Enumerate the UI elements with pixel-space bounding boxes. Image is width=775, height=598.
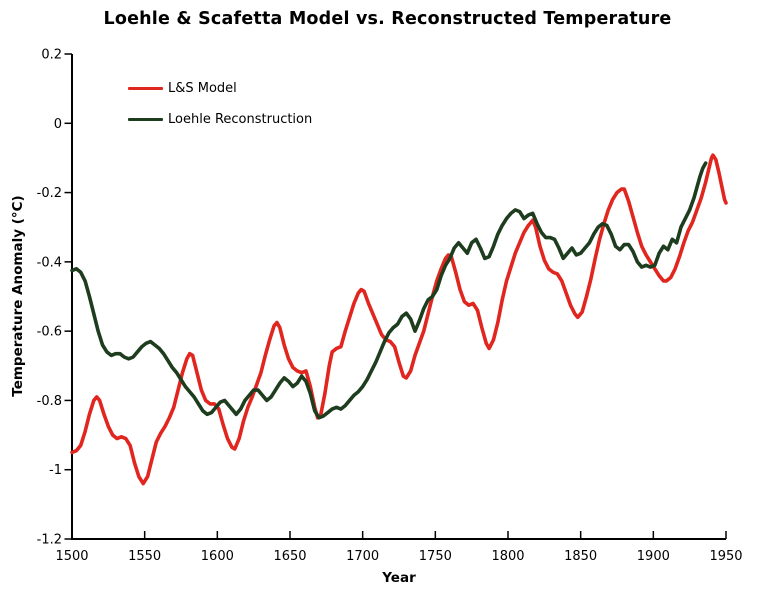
x-tick-label: 1800 xyxy=(491,549,524,564)
y-tick-label: -1 xyxy=(49,463,62,478)
x-tick-label: 1500 xyxy=(55,549,88,564)
x-tick-label: 1700 xyxy=(346,549,379,564)
chart-title: Loehle & Scafetta Model vs. Reconstructe… xyxy=(103,9,672,29)
loehle-reconstruction-line-swatch xyxy=(128,117,163,122)
ls-model-line xyxy=(70,153,728,486)
x-tick-label: 1550 xyxy=(128,549,161,564)
ls-model-line-swatch xyxy=(128,86,163,91)
legend-label-ls-model: L&S Model xyxy=(168,81,237,96)
x-tick-label: 1850 xyxy=(564,549,597,564)
loehle-reconstruction-line xyxy=(70,161,708,420)
x-tick-label: 1750 xyxy=(419,549,452,564)
y-tick-label: -0.2 xyxy=(37,186,62,201)
legend-label-loehle-reconstruction: Loehle Reconstruction xyxy=(168,112,313,127)
x-tick-label: 1950 xyxy=(709,549,742,564)
legend: L&S Model Loehle Reconstruction xyxy=(128,80,312,142)
y-axis-title: Temperature Anomaly (°C) xyxy=(10,195,26,397)
x-axis-title: Year xyxy=(382,570,416,586)
legend-item-ls-model: L&S Model xyxy=(128,80,312,97)
y-tick-label: -0.8 xyxy=(37,394,62,409)
y-tick-label: -0.4 xyxy=(37,255,62,270)
x-tick-label: 1600 xyxy=(201,549,234,564)
x-tick-label: 1900 xyxy=(637,549,670,564)
y-tick-label: -1.2 xyxy=(37,533,62,548)
y-tick-label: 0 xyxy=(54,117,62,132)
y-tick-label: 0.2 xyxy=(41,48,62,63)
legend-item-loehle-reconstruction: Loehle Reconstruction xyxy=(128,111,312,128)
y-tick-label: -0.6 xyxy=(37,325,62,340)
x-tick-label: 1650 xyxy=(273,549,306,564)
